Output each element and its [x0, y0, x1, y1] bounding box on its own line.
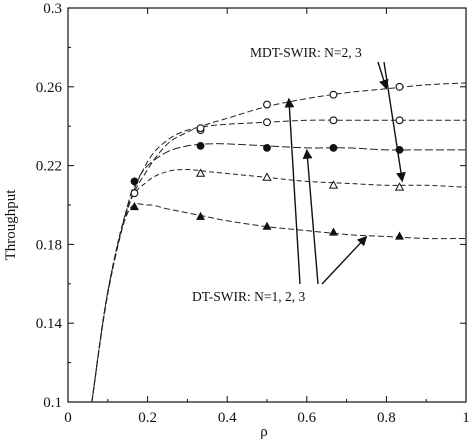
series-3-point: [263, 143, 271, 152]
series-5-line: [91, 203, 467, 403]
x-tick-label: 0.2: [138, 410, 157, 426]
x-axis-title: ρ: [260, 424, 268, 440]
dt-swir-arrow: [302, 148, 319, 285]
x-tick-label: 0: [64, 410, 72, 426]
series-curves: [91, 82, 467, 403]
series-5-point: [329, 227, 338, 236]
series-4-point: [394, 182, 405, 191]
dt-swir-arrow: [321, 235, 368, 285]
series-2-point: [263, 118, 271, 127]
mdt-swir-arrow: [377, 61, 389, 90]
annotation-dt-swir: DT-SWIR: N=1, 2, 3: [192, 289, 305, 304]
series-3-point: [329, 143, 338, 152]
x-tick-label: 0.8: [377, 410, 396, 426]
y-tick-label: 0.14: [36, 316, 63, 332]
series-5-point: [262, 221, 272, 230]
series-1-point: [130, 189, 139, 198]
dt-swir-arrow: [284, 97, 301, 285]
series-1-point: [329, 90, 338, 99]
series-3-line: [91, 143, 466, 403]
y-axis-title: Throughput: [3, 189, 19, 261]
series-4-point: [195, 168, 206, 177]
axes: 0 0.2 0.4 0.6 0.8 1 0.1 0.14 0.18 0.22 0.26 0.3 ρ Thr…: [3, 1, 470, 440]
series-4-point: [328, 180, 339, 189]
series-1-point: [395, 82, 404, 91]
series-1-line: [91, 82, 467, 403]
series-3-point: [196, 142, 205, 150]
series-2-point: [395, 116, 404, 125]
x-tick-label: 0.6: [297, 410, 316, 426]
series-2-point: [196, 124, 205, 133]
y-tick-label: 0.3: [43, 1, 62, 17]
y-tick-label: 0.18: [36, 237, 62, 253]
mdt-swir-arrow: [383, 61, 406, 183]
annotations: MDT-SWIR: N=2, 3 DT-SWIR: N=1, 2, 3: [192, 45, 406, 304]
series-5-point: [130, 201, 139, 211]
series-4-point: [262, 172, 272, 181]
y-tick-label: 0.1: [43, 395, 62, 411]
y-tick-label: 0.26: [36, 80, 63, 96]
series-5-point: [196, 211, 205, 220]
x-tick-label: 0.4: [218, 410, 237, 426]
series-2-line: [91, 119, 466, 403]
x-tick-label: 1: [462, 410, 470, 426]
series-1-point: [263, 100, 271, 109]
series-4-line: [91, 169, 467, 403]
series-2-point: [329, 116, 338, 125]
series-markers: [130, 82, 405, 240]
series-3-point: [130, 177, 139, 186]
series-5-point: [395, 231, 404, 240]
annotation-mdt-swir: MDT-SWIR: N=2, 3: [250, 45, 362, 60]
y-tick-label: 0.22: [36, 159, 62, 175]
